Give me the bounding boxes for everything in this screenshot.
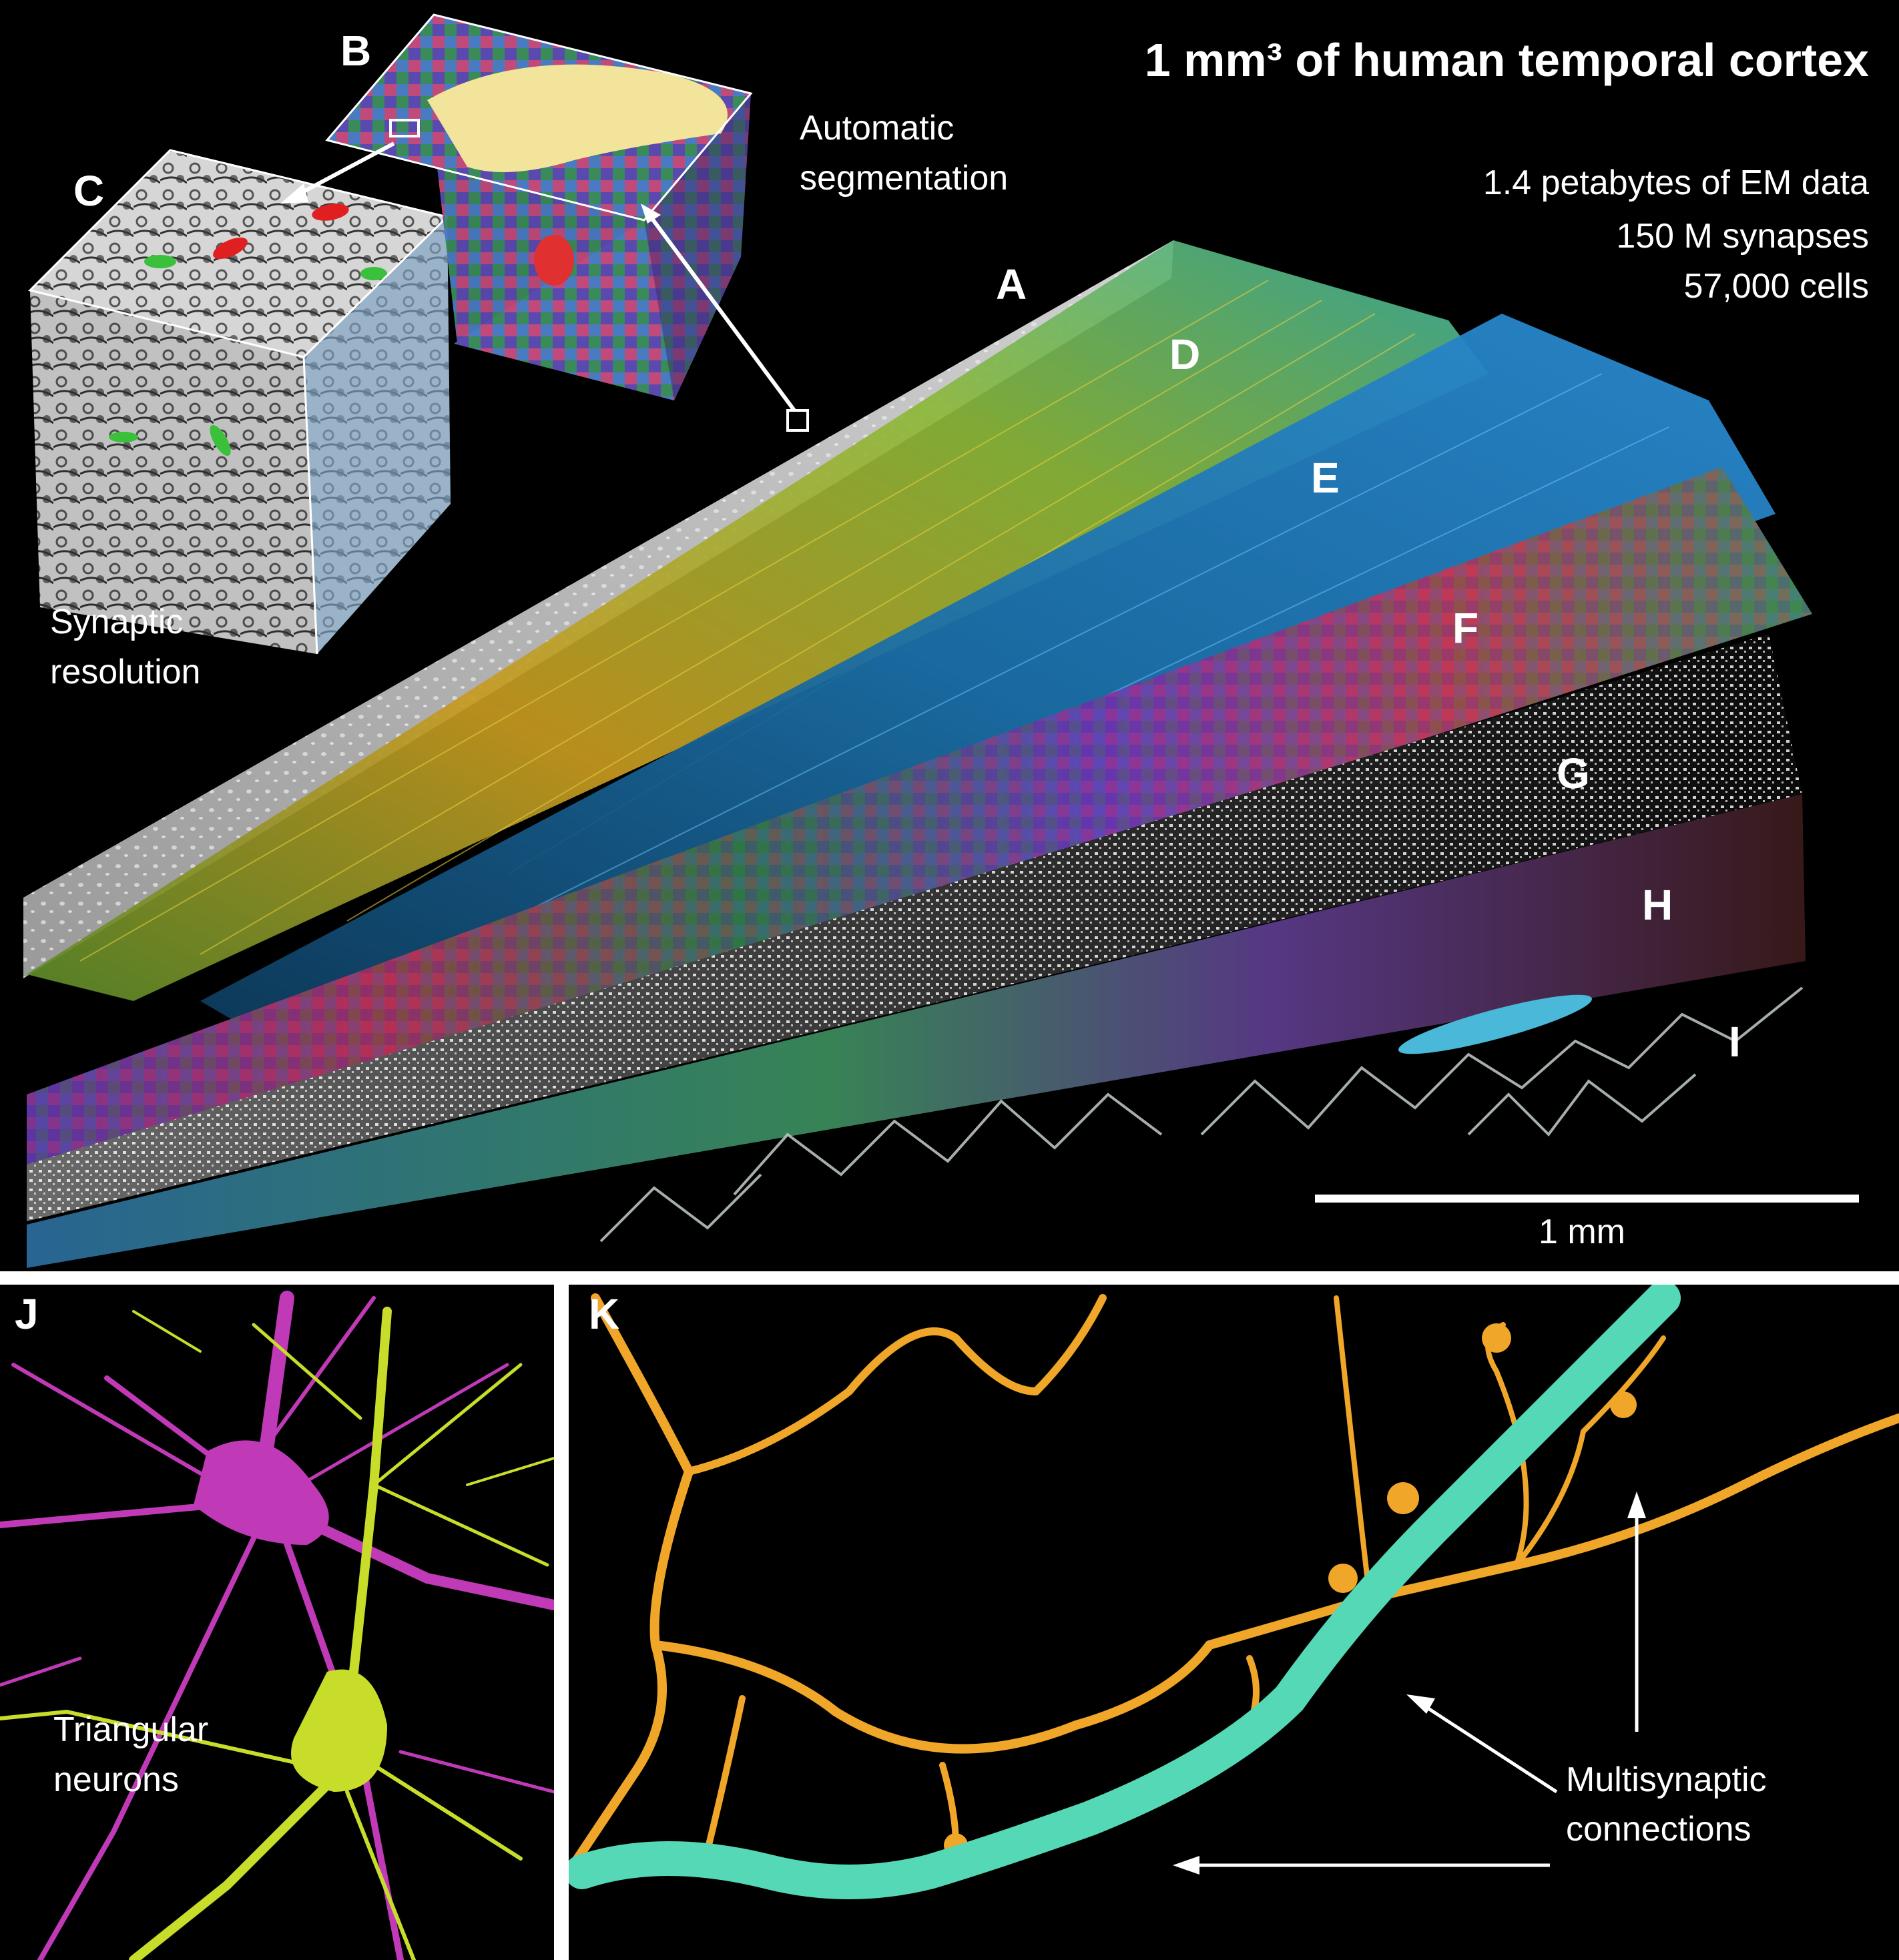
panel-letter-e: E [1311,454,1340,502]
label-neurons: neurons [53,1760,179,1799]
label-triangular: Triangular [53,1710,209,1749]
triangular-neurons-render [0,1291,554,1960]
yellow-soma [291,1669,387,1792]
stat-petabytes: 1.4 petabytes of EM data [1482,164,1869,202]
cube-b-segmentation [325,13,753,400]
panel-letter-i: I [1729,1018,1741,1066]
panel-letter-d: D [1169,330,1201,378]
panel-k-connections: K Multisynaptic connections [569,1285,1899,1960]
slab-i-vessels [599,986,1804,1243]
panel-j-neurons: J Triangular neurons [0,1285,554,1960]
cortex-slabs-illustration [23,13,1859,1268]
panel-letter-k: K [589,1290,620,1338]
panel-letter-c: C [73,167,105,215]
figure-title: 1 mm³ of human temporal cortex [1144,34,1869,86]
label-synaptic: Synaptic [50,603,184,641]
panel-letter-a: A [996,260,1027,308]
scale-bar [1315,1195,1859,1203]
vertical-divider [554,1285,569,1960]
stat-synapses: 150 M synapses [1616,217,1869,256]
panel-letter-j: J [15,1290,39,1338]
horizontal-divider [0,1271,1899,1285]
label-segmentation: segmentation [800,159,1009,198]
stat-cells: 57,000 cells [1683,267,1869,306]
panel-letter-g: G [1557,749,1590,797]
cube-c-em [28,149,451,655]
teal-dendrite [569,1285,1681,1899]
slab-d-neurons [27,240,1488,1001]
label-resolution: resolution [50,653,201,691]
vessel-highlight [1398,994,1593,1054]
panel-letter-b: B [340,27,372,75]
scale-bar-label: 1 mm [1539,1213,1625,1251]
panel-letter-f: F [1452,604,1479,652]
multisynaptic-render [569,1285,1899,1899]
slab-h-myelin [27,794,1806,1268]
label-automatic: Automatic [800,109,955,147]
label-multisynaptic: Multisynaptic [1566,1760,1767,1799]
panel-letter-h: H [1642,881,1673,929]
label-connections: connections [1566,1810,1751,1849]
magenta-soma [194,1440,329,1545]
roi-marker [786,409,809,432]
cortex-volume-panel: 1 mm³ of human temporal cortex 1.4 petab… [23,13,1869,1268]
